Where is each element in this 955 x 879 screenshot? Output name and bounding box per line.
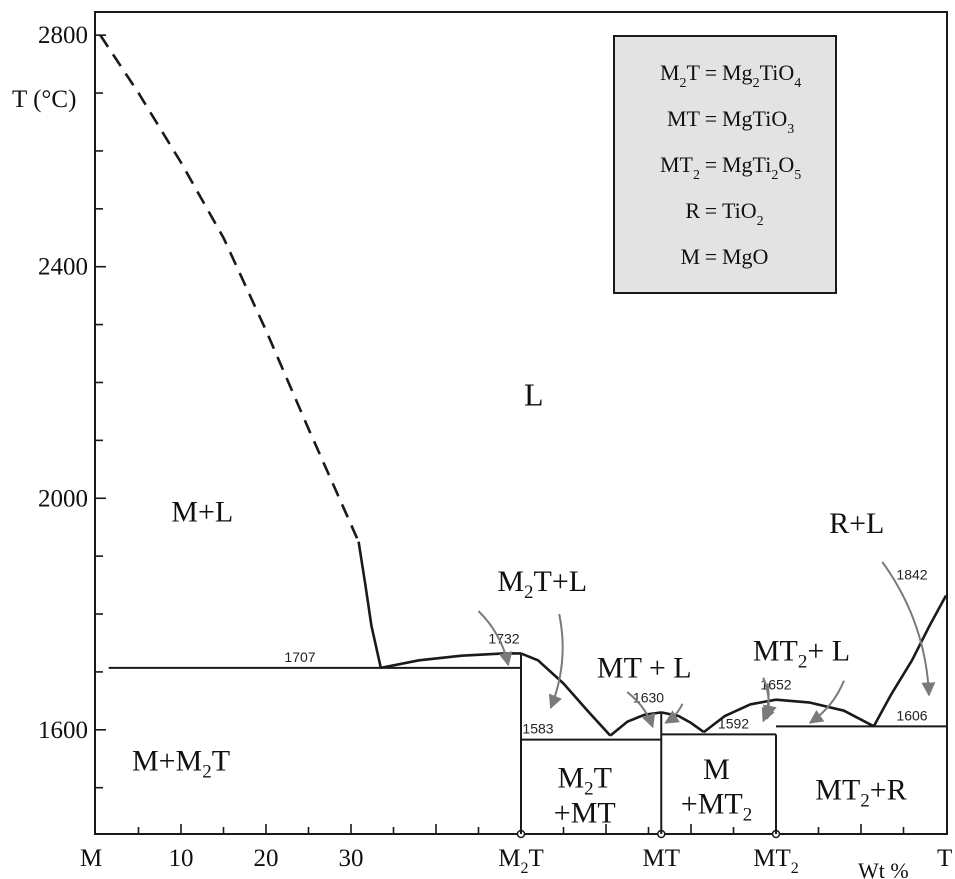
x-tick-label: 30: [339, 845, 364, 872]
y-tick-label: 1600: [38, 717, 88, 744]
y-tick-label: 2400: [38, 254, 88, 281]
liquidus-curve: [520, 652, 612, 737]
legend-lhs: MT2: [660, 152, 700, 183]
annotation-arrow: [477, 610, 513, 667]
y-axis-title: T (°C): [12, 86, 76, 113]
legend-rhs: MgTiO3: [722, 106, 794, 137]
annotation-arrow: [626, 691, 656, 729]
region-label: M+M2T: [132, 744, 230, 782]
legend-lhs: M: [680, 244, 700, 269]
annotation-arrow: [808, 680, 845, 724]
peak-label: 1732: [488, 630, 519, 646]
liquidus-curve: [609, 711, 662, 737]
x-tick-label: 10: [169, 845, 194, 872]
region-label: MT2+R: [815, 773, 906, 811]
legend-lhs: M2T: [660, 60, 701, 91]
liquidus-solid: [357, 541, 383, 669]
region-label: +MT: [554, 796, 616, 829]
legend-equals: =: [705, 60, 717, 85]
x-tick-label: 20: [254, 845, 279, 872]
y-tick-label: 2800: [38, 22, 88, 49]
legend-rhs: TiO2: [722, 198, 764, 229]
region-label: +MT2: [681, 788, 752, 826]
region-label: M2T: [557, 762, 612, 800]
annotation-arrow: [548, 613, 564, 710]
y-axis-label: T (°C): [12, 86, 76, 113]
invariant-label: 1707: [284, 649, 315, 665]
legend-lhs: R: [685, 198, 700, 223]
x-axis-unit-label: Wt %: [858, 858, 909, 879]
x-compound-label: MT2: [753, 845, 799, 877]
annotation-arrow: [761, 683, 775, 723]
x-compound-label: MT: [643, 845, 681, 872]
region-label: R+L: [829, 507, 884, 540]
peak-label: 1842: [896, 567, 927, 583]
region-label: M2T+L: [497, 565, 587, 603]
invariant-label: 1606: [896, 707, 927, 723]
legend-equals: =: [705, 198, 717, 223]
liquidus-dashed: [99, 34, 360, 543]
region-label: M: [703, 753, 730, 786]
invariant-label: 1592: [718, 715, 749, 731]
liquidus-curve: [380, 652, 521, 670]
liquidus-curve: [775, 698, 875, 728]
legend-equals: =: [705, 244, 717, 269]
region-label: MT2+ L: [753, 634, 850, 672]
region-label: MT + L: [597, 652, 692, 685]
liquidus-curve: [703, 698, 777, 734]
peak-label: 1630: [633, 689, 664, 705]
annotation-arrow: [881, 561, 936, 697]
x-end-label-left: M: [80, 845, 102, 872]
invariant-label: 1583: [522, 721, 553, 737]
legend-equals: =: [705, 152, 717, 177]
x-end-label-right: T: [937, 845, 952, 872]
region-label: M+L: [171, 495, 233, 528]
legend-rhs: MgO: [722, 244, 768, 269]
y-tick-label: 2000: [38, 485, 88, 512]
x-compound-label: M2T: [498, 845, 544, 877]
legend-equals: =: [705, 106, 717, 131]
legend-rhs: MgTi2O5: [722, 152, 801, 183]
liquidus-curve: [872, 594, 948, 727]
legend-lhs: MT: [667, 106, 701, 131]
region-label: L: [524, 377, 544, 413]
annotation-arrow: [664, 703, 684, 724]
legend-box: [613, 35, 837, 294]
x-axis-end-labels: M T Wt %: [80, 845, 952, 879]
legend-rhs: Mg2TiO4: [722, 60, 801, 91]
